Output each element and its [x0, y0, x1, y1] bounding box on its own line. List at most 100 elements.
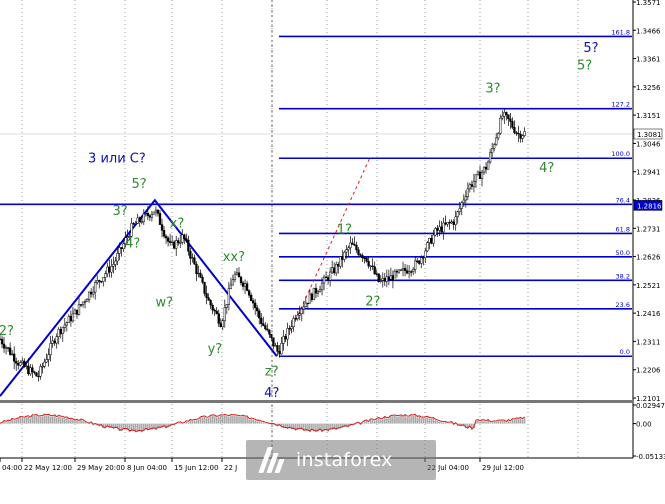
candle-body: [493, 144, 496, 149]
candle-body: [517, 132, 520, 135]
candle-body: [245, 283, 249, 291]
candle-body: [361, 255, 364, 259]
candle-body: [211, 304, 214, 311]
candle-body: [104, 273, 107, 278]
candle-body: [292, 318, 295, 327]
candle-body: [185, 238, 188, 241]
oscillator-tick-label: 0.02947: [636, 402, 665, 410]
wave-label: 1?: [337, 222, 352, 237]
candle-body: [341, 256, 344, 260]
candle-body: [300, 308, 303, 314]
candle-body: [509, 118, 512, 122]
candle-body: [442, 222, 445, 233]
candle-body: [41, 366, 44, 368]
candle-body: [79, 304, 83, 306]
candle-body: [189, 250, 192, 259]
candle-body: [276, 345, 279, 352]
candle-body: [100, 281, 103, 283]
candle-body: [0, 338, 2, 341]
candle-body: [369, 265, 372, 267]
candle-body: [92, 291, 95, 295]
candle-body: [45, 359, 48, 363]
candle-body: [521, 135, 524, 139]
price-badge-label: 1.2816: [637, 202, 662, 210]
candle-body: [434, 228, 437, 236]
candle-body: [154, 209, 158, 213]
oscillator-panel: 0.02947 0.00 -0.05133: [0, 402, 665, 461]
candle-body: [322, 276, 326, 284]
price-tick-label: 1.3361: [636, 56, 661, 64]
candle-body: [409, 271, 413, 273]
candle-body: [166, 237, 170, 242]
candle-body: [468, 184, 472, 190]
wave-label: 5?: [577, 58, 592, 73]
time-axis: 04:00 22 May 12:00 29 May 20:00 8 Jun 04:00…: [0, 458, 524, 472]
candle-body: [142, 213, 145, 223]
candle-body: [405, 270, 409, 274]
candle-body: [294, 318, 297, 320]
candle-body: [229, 284, 233, 290]
candle-body: [302, 306, 305, 310]
candle-body: [25, 365, 28, 367]
candle-body: [173, 241, 176, 249]
candle-body: [225, 304, 228, 308]
candle-body: [357, 249, 360, 255]
candle-body: [383, 277, 386, 282]
candle-body: [124, 237, 127, 244]
price-tick-label: 1.2101: [636, 395, 661, 403]
candle-body: [130, 223, 133, 237]
candle-body: [223, 307, 226, 321]
candle-body: [491, 148, 494, 154]
candle-body: [450, 221, 453, 224]
candle-body: [171, 241, 174, 243]
candle-body: [523, 131, 526, 136]
candle-body: [205, 293, 208, 298]
candle-body: [235, 272, 239, 275]
candle-body: [69, 316, 73, 322]
candle-body: [306, 302, 309, 305]
candle-body: [414, 260, 417, 270]
wave-label: x?: [170, 217, 185, 232]
price-tick-label: 1.3256: [636, 84, 661, 92]
time-tick-label: 22 May 12:00: [24, 464, 72, 472]
candle-body: [150, 213, 154, 218]
candle-body: [316, 291, 320, 294]
wave-labels: 2? 3 или С? 5? 3? 4? x? w? xx? y? z? 4? 1? 2? 3? 4? 5? 5…: [0, 41, 599, 401]
price-tick-label: 1.2521: [636, 282, 661, 290]
candle-body: [199, 272, 202, 278]
candle-body: [331, 267, 334, 273]
candle-body: [391, 275, 395, 281]
price-tick-label: 1.2416: [636, 310, 661, 318]
candle-body: [144, 212, 147, 215]
candle-body: [77, 304, 81, 315]
candle-body: [484, 166, 488, 170]
candle-body: [418, 260, 421, 264]
time-tick-label: 29 Jul 12:00: [482, 464, 524, 472]
candle-body: [320, 282, 324, 291]
candle-body: [335, 264, 338, 274]
candle-body: [110, 266, 113, 273]
candle-body: [233, 273, 237, 280]
candle-body: [13, 353, 16, 362]
candle-body: [112, 264, 115, 267]
candle-body: [460, 202, 463, 209]
candle-body: [8, 347, 12, 355]
candle-body: [243, 283, 247, 287]
candle-body: [349, 242, 352, 249]
candle-body: [393, 270, 397, 281]
candle-body: [436, 228, 439, 231]
candle-body: [318, 289, 322, 293]
candle-body: [284, 336, 287, 340]
candle-body: [395, 270, 399, 273]
candle-body: [11, 353, 14, 356]
wave-label: 2?: [0, 324, 14, 339]
candle-body: [454, 216, 457, 225]
candle-body: [385, 276, 388, 282]
candle-body: [213, 309, 216, 312]
candle-body: [274, 345, 277, 347]
price-badge: [633, 200, 663, 211]
candle-body: [403, 268, 407, 271]
candle-body: [399, 269, 403, 271]
candle-body: [365, 257, 368, 262]
candle-body: [75, 309, 79, 315]
